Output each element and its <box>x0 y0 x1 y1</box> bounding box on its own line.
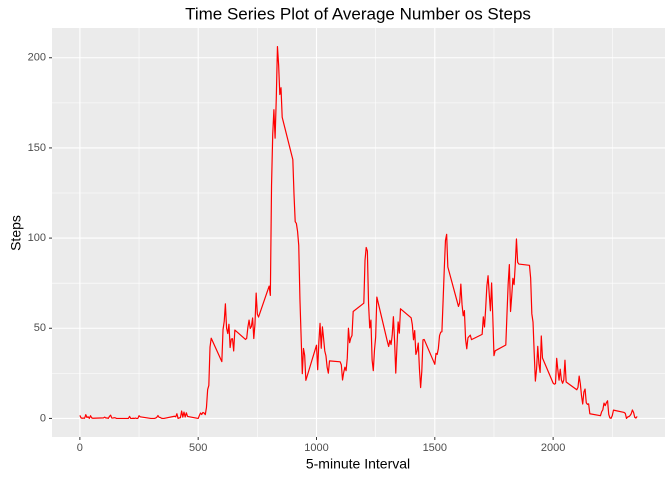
x-tick-label: 1000 <box>304 442 328 454</box>
y-tick-label: 0 <box>40 412 46 424</box>
y-axis-label: Steps <box>8 215 24 251</box>
chart-title: Time Series Plot of Average Number os St… <box>185 4 531 23</box>
line <box>79 45 638 420</box>
x-tick-label: 0 <box>77 442 83 454</box>
x-tick-label: 500 <box>189 442 207 454</box>
y-tick-label: 50 <box>34 322 46 334</box>
x-tick-label: 2000 <box>541 442 565 454</box>
x-axis-label: 5-minute Interval <box>306 456 410 472</box>
x-tick-label: 1500 <box>423 442 447 454</box>
plot-panel <box>52 28 665 437</box>
y-tick-label: 100 <box>28 232 46 244</box>
y-tick-label: 150 <box>28 142 46 154</box>
y-tick-label: 200 <box>28 52 46 64</box>
